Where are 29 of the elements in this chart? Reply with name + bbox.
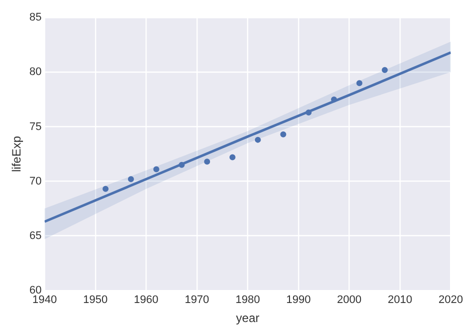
x-tick-label: 1940 [32, 294, 57, 306]
point [254, 136, 261, 143]
x-tick-label: 1960 [134, 294, 158, 306]
x-tick-label: 1970 [184, 294, 210, 306]
x-axis-title: year [236, 311, 260, 326]
point [382, 66, 388, 73]
point [178, 162, 185, 168]
y-tick-label: 85 [29, 12, 42, 24]
point [306, 110, 312, 116]
y-tick-label: 80 [29, 66, 42, 78]
point [356, 80, 362, 86]
y-tick-label: 75 [29, 120, 42, 133]
y-tick-label: 70 [29, 175, 42, 188]
point [331, 96, 338, 102]
y-tick-label: 65 [29, 230, 42, 242]
x-tick-label: 1950 [83, 294, 108, 306]
x-tick-label: 1980 [235, 294, 260, 306]
point [229, 154, 236, 160]
y-axis-title: lifeExp [10, 136, 24, 172]
x-tick-label: 1990 [286, 294, 311, 306]
point [128, 176, 134, 182]
x-tick-label: 2000 [336, 294, 362, 306]
point [153, 166, 160, 172]
x-tick-label: 2010 [388, 294, 412, 306]
point [204, 158, 210, 165]
point [280, 131, 286, 138]
x-tick-label: 2020 [438, 294, 464, 306]
point [102, 186, 109, 192]
y-tick-label: 60 [29, 284, 42, 296]
